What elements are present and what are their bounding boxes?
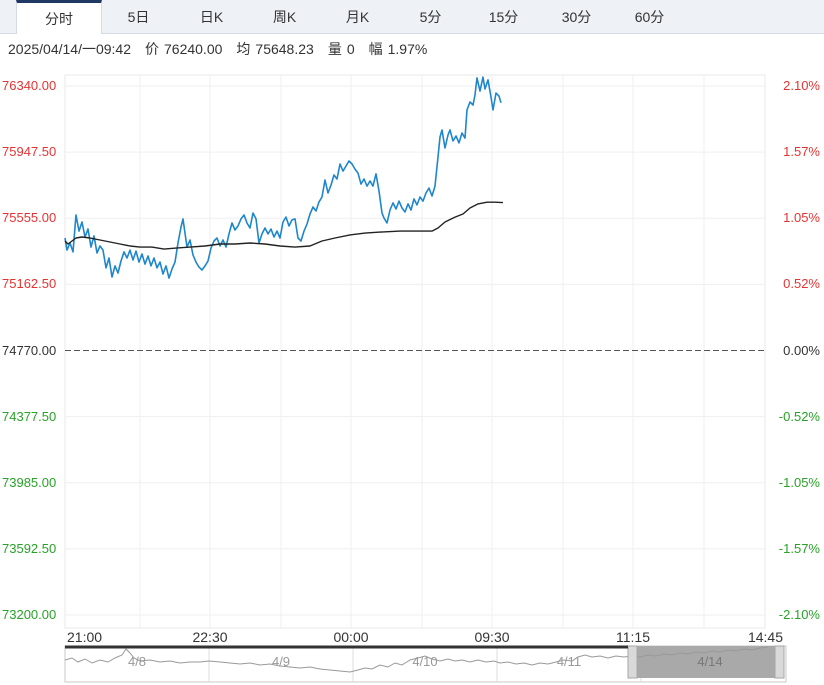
avg-value: 75648.23	[255, 41, 314, 57]
period-tabbar: 分时 5日 日K 周K 月K 5分 15分 30分 60分	[0, 0, 824, 34]
quote-average: 均 75648.23	[236, 39, 313, 59]
volume-value: 0	[346, 41, 355, 57]
change-label: 幅	[368, 41, 383, 57]
tab-日K[interactable]: 日K	[199, 9, 224, 25]
navigator-selection[interactable]	[637, 646, 775, 678]
navigator-left-handle[interactable]	[627, 645, 638, 679]
tab-60分[interactable]: 60分	[634, 9, 665, 25]
quote-datetime: 2025/04/14/一09:42	[8, 41, 131, 57]
tab-周K[interactable]: 周K	[272, 9, 297, 25]
tab-分时[interactable]: 分时	[16, 0, 102, 34]
tab-5日[interactable]: 5日	[127, 9, 150, 25]
navigator-right-handle[interactable]	[774, 645, 785, 679]
volume-label: 量	[327, 41, 342, 57]
quote-price: 价 76240.00	[145, 39, 222, 59]
average-line	[64, 201, 504, 250]
plot-border	[64, 74, 766, 629]
navigator-sparkline	[64, 646, 769, 673]
change-value: 1.97%	[387, 41, 428, 57]
tab-30分[interactable]: 30分	[561, 9, 592, 25]
price-value: 76240.00	[164, 41, 223, 57]
tab-月K[interactable]: 月K	[345, 9, 370, 25]
price-line	[64, 76, 502, 279]
price-label: 价	[145, 41, 159, 57]
tab-5分[interactable]: 5分	[419, 9, 442, 25]
quote-change: 幅 1.97%	[369, 39, 428, 59]
tab-15分[interactable]: 15分	[488, 9, 519, 25]
avg-label: 均	[236, 41, 251, 57]
